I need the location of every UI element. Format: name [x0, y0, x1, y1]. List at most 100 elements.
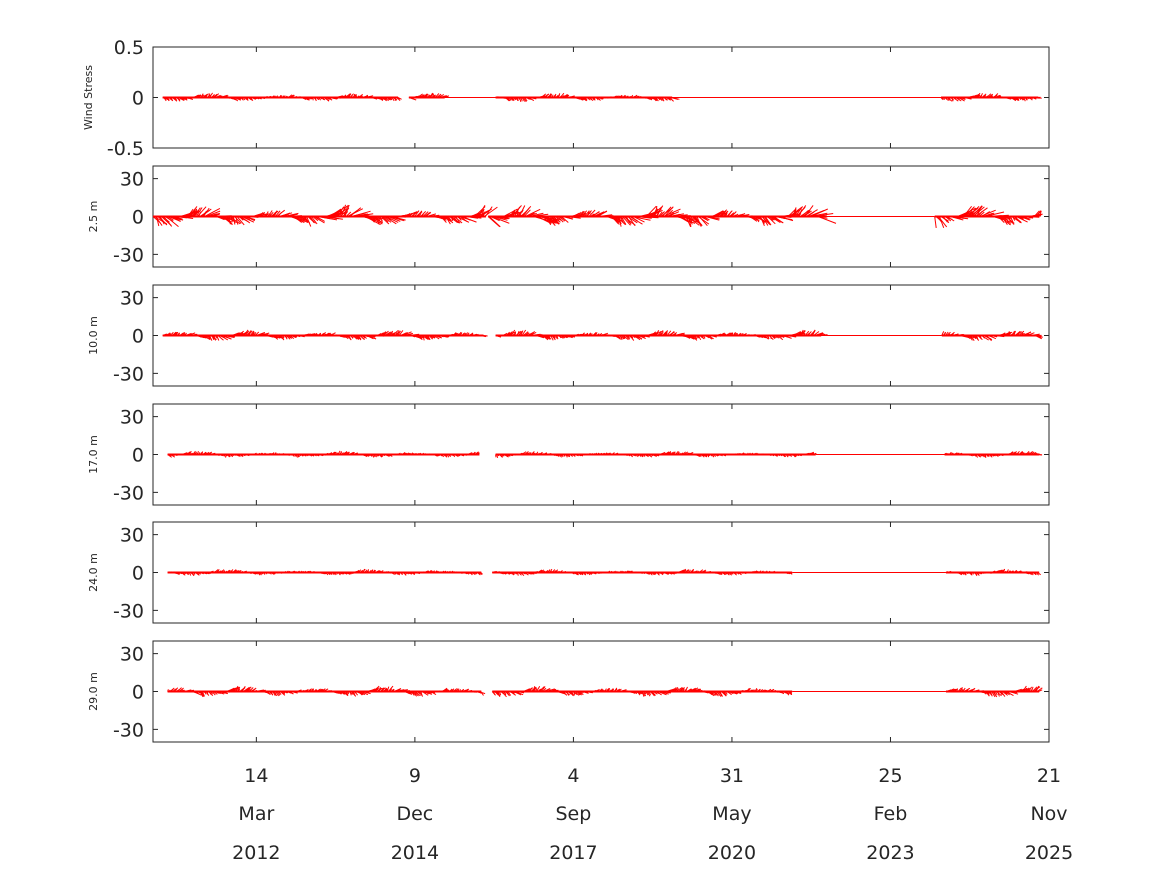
stick-vector	[373, 454, 376, 458]
stick-vector	[781, 691, 784, 695]
stick-vector	[384, 688, 388, 692]
stick-vector	[402, 452, 406, 455]
stick-vector	[670, 451, 674, 455]
stick-vector	[964, 572, 967, 575]
stick-vector	[415, 452, 418, 455]
stick-vector	[617, 688, 622, 692]
stick-vector	[474, 572, 476, 575]
stick-vector	[997, 454, 1001, 457]
stick-vector	[721, 691, 727, 697]
stick-vector	[425, 95, 428, 98]
stick-vector	[518, 572, 522, 576]
stick-vector	[184, 452, 187, 455]
stick-vector	[425, 335, 430, 340]
stick-vector	[254, 572, 257, 575]
stick-vector	[671, 97, 680, 100]
stick-vector	[957, 687, 962, 692]
stick-vector	[731, 572, 734, 575]
stick-vector	[604, 688, 607, 692]
stick-vector	[252, 332, 255, 336]
stick-vector	[394, 688, 402, 692]
stick-vector	[977, 454, 982, 458]
stick-vector	[233, 688, 237, 692]
stick-vector	[789, 572, 793, 575]
stick-vector	[685, 216, 692, 228]
stick-vector	[248, 332, 251, 336]
stick-vector	[480, 572, 483, 575]
stick-vector	[734, 691, 742, 694]
stick-vector	[256, 453, 258, 455]
stick-vector	[563, 335, 569, 339]
stick-segment	[487, 205, 837, 228]
stick-vector	[181, 689, 185, 692]
stick-vector	[308, 570, 312, 573]
stick-vector	[529, 687, 533, 692]
stick-vector	[298, 335, 305, 338]
stick-vector	[769, 216, 781, 224]
stick-vector	[658, 572, 661, 575]
y-tick-label: 0	[132, 563, 144, 585]
stick-vector	[672, 451, 675, 455]
stick-vector	[194, 208, 198, 217]
stick-vector	[593, 452, 596, 455]
stick-vector	[236, 332, 241, 336]
stick-vector	[397, 452, 401, 455]
panel-ylabel: 2.5 m	[87, 201, 100, 233]
stick-vector	[368, 688, 376, 692]
stick-vector	[374, 454, 377, 458]
stick-vector	[462, 216, 471, 221]
stick-vector	[372, 569, 376, 573]
stick-vector	[204, 207, 221, 217]
stick-vector	[790, 454, 793, 456]
stick-vector	[227, 687, 235, 692]
stick-vector	[698, 454, 702, 458]
stick-vector	[167, 454, 172, 458]
stick-vector	[634, 454, 637, 457]
stick-vector	[341, 452, 344, 455]
stick-vector	[950, 216, 964, 221]
stick-vector	[687, 335, 691, 339]
stick-vector	[454, 454, 459, 457]
stick-vector	[667, 211, 680, 217]
stick-vector	[719, 691, 723, 697]
stick-vector	[379, 97, 384, 102]
stick-vector	[386, 97, 390, 101]
stick-vector	[1022, 97, 1025, 101]
stick-vector	[975, 454, 979, 458]
stick-vector	[176, 572, 181, 575]
stick-vector	[187, 208, 194, 217]
stick-vector	[240, 454, 244, 457]
stick-vector	[991, 691, 996, 698]
stick-vector	[1034, 688, 1038, 692]
stick-vector	[692, 687, 699, 692]
stick-vector	[228, 216, 231, 225]
stick-vector	[594, 332, 598, 336]
stick-vector	[454, 688, 458, 692]
stick-vector	[665, 451, 670, 455]
stick-vector	[641, 691, 645, 697]
stick-vector	[618, 216, 622, 227]
stick-vector	[992, 335, 998, 338]
stick-vector	[413, 691, 419, 697]
stick-vector	[271, 452, 275, 455]
stick-vector	[548, 216, 555, 224]
stick-vector	[302, 571, 305, 573]
stick-vector	[180, 689, 184, 692]
stick-vector	[753, 570, 758, 573]
stick-vector	[542, 335, 549, 341]
stick-vector	[693, 335, 698, 341]
stick-vector	[198, 572, 201, 575]
stick-vector	[170, 97, 173, 101]
stick-vector	[1010, 570, 1014, 573]
stick-vector	[669, 97, 674, 102]
stick-vector	[422, 211, 429, 217]
stick-vector	[769, 688, 775, 692]
stick-vector	[683, 569, 687, 573]
stick-vector	[228, 570, 231, 573]
stick-vector	[449, 688, 453, 692]
stick-vector	[261, 453, 264, 455]
stick-vector	[1017, 97, 1020, 101]
stick-vector	[501, 691, 507, 698]
stick-vector	[258, 572, 261, 575]
